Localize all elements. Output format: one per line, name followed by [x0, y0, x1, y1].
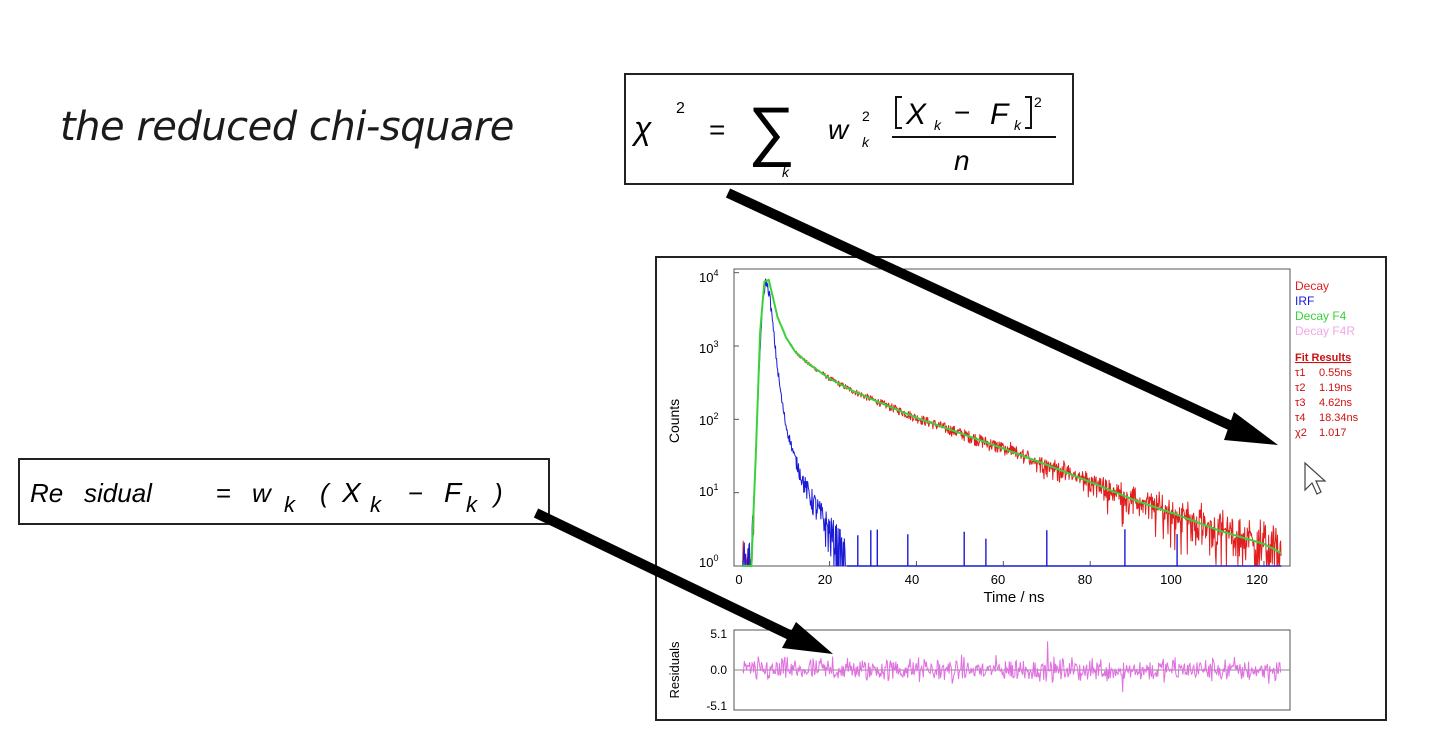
fit-chi2-label: χ2 — [1295, 427, 1307, 439]
res-tick-top: 5.1 — [710, 627, 727, 641]
numerator-f: F — [990, 98, 1010, 131]
residual-label-part1: Re — [30, 478, 63, 508]
x-axis-label: Time / ns — [983, 589, 1044, 606]
y-tick-10e1: 101 — [699, 482, 718, 499]
residuals-series-line — [742, 641, 1282, 693]
numerator-x: X — [905, 98, 927, 131]
sum-index: k — [782, 164, 790, 180]
legend-decay: Decay — [1295, 279, 1329, 293]
numerator-sup: 2 — [1034, 94, 1042, 110]
x-tick-60: 60 — [991, 572, 1005, 587]
x-tick-40: 40 — [905, 572, 919, 587]
x-tick-120: 120 — [1246, 572, 1268, 587]
weight-w: w — [828, 114, 850, 145]
residual-formula: Re sidual = w k ( X k − F k ) — [30, 477, 503, 517]
bracket-left — [895, 96, 902, 129]
irf-series-line — [742, 278, 847, 567]
residual-equals: = — [216, 478, 231, 508]
res-tick-bottom: -5.1 — [706, 699, 727, 713]
x-tick-20: 20 — [818, 572, 832, 587]
residual-minus: − — [408, 478, 423, 508]
y-tick-10e3: 103 — [699, 339, 718, 356]
numerator-minus: − — [954, 97, 970, 128]
residual-w-sub: k — [284, 492, 296, 517]
fit-tau3-label: τ3 — [1295, 397, 1305, 409]
chi-square-formula-box: χ 2 = ∑ k w 2 k X k − F k 2 n — [624, 73, 1074, 185]
y-tick-10e4: 104 — [699, 268, 718, 285]
fit-tau1-value: 0.55ns — [1319, 367, 1353, 379]
legend: Decay IRF Decay F4 Decay F4R — [1295, 279, 1355, 338]
chi-square-formula: χ 2 = ∑ k w 2 k X k − F k 2 n — [631, 93, 1056, 180]
x-tick-0: 0 — [735, 572, 742, 587]
y-tick-labels: 104 103 102 101 100 — [699, 268, 718, 570]
legend-decay-f4r: Decay F4R — [1295, 324, 1355, 338]
residual-formula-box: Re sidual = w k ( X k − F k ) — [18, 458, 550, 525]
legend-irf: IRF — [1295, 294, 1314, 308]
fit-results: Fit Results τ1 0.55ns τ2 1.19ns τ3 4.62n… — [1295, 352, 1359, 439]
numerator-f-sub: k — [1014, 117, 1022, 133]
fit-tau1-label: τ1 — [1295, 367, 1305, 379]
irf-baseline-spikes — [846, 529, 1282, 567]
chi-symbol: χ — [631, 110, 652, 146]
residual-label-part2: sidual — [84, 478, 153, 508]
fit-tau4-value: 18.34ns — [1319, 412, 1359, 424]
y-tick-10e0: 100 — [699, 553, 718, 570]
x-tick-80: 80 — [1078, 572, 1092, 587]
residual-open-paren: ( — [320, 478, 331, 508]
page-heading: the reduced chi-square — [60, 104, 514, 150]
x-tick-100: 100 — [1160, 572, 1182, 587]
legend-decay-f4: Decay F4 — [1295, 309, 1347, 323]
bracket-right — [1025, 96, 1032, 129]
residual-f-sub: k — [466, 492, 478, 517]
y-axis-label: Counts — [666, 399, 682, 443]
equals-sign: = — [709, 114, 725, 145]
residual-axis-label: Residuals — [667, 641, 682, 699]
residual-close-paren: ) — [491, 478, 503, 508]
fit-chi2-value: 1.017 — [1319, 427, 1347, 439]
main-axis-ticks — [734, 272, 1265, 567]
mouse-cursor-icon — [1304, 461, 1327, 495]
weight-sub: k — [862, 134, 870, 150]
fit-tau3-value: 4.62ns — [1319, 397, 1353, 409]
numerator-x-sub: k — [934, 117, 942, 133]
residual-x-sub: k — [370, 492, 382, 517]
main-series-group — [742, 278, 1282, 567]
fit-tau2-value: 1.19ns — [1319, 382, 1353, 394]
fit-tau4-label: τ4 — [1295, 412, 1305, 424]
y-tick-10e2: 102 — [699, 411, 718, 428]
decay-plot-panel: 104 103 102 101 100 0 20 40 60 80 100 12… — [655, 256, 1387, 721]
residual-w: w — [252, 478, 273, 508]
main-plot-frame — [733, 268, 1291, 567]
decay-plot: 104 103 102 101 100 0 20 40 60 80 100 12… — [666, 268, 1359, 713]
summation-sign: ∑ — [748, 93, 795, 167]
residual-f: F — [444, 477, 463, 508]
chi-power: 2 — [676, 100, 685, 117]
fit-tau2-label: τ2 — [1295, 382, 1305, 394]
x-tick-labels: 0 20 40 60 80 100 120 — [735, 572, 1267, 587]
denominator-n: n — [954, 145, 970, 176]
fit-results-title: Fit Results — [1295, 352, 1351, 364]
weight-sup: 2 — [862, 108, 870, 124]
res-tick-zero: 0.0 — [710, 663, 727, 677]
residual-series-group — [742, 641, 1282, 693]
residual-x: X — [341, 477, 362, 508]
